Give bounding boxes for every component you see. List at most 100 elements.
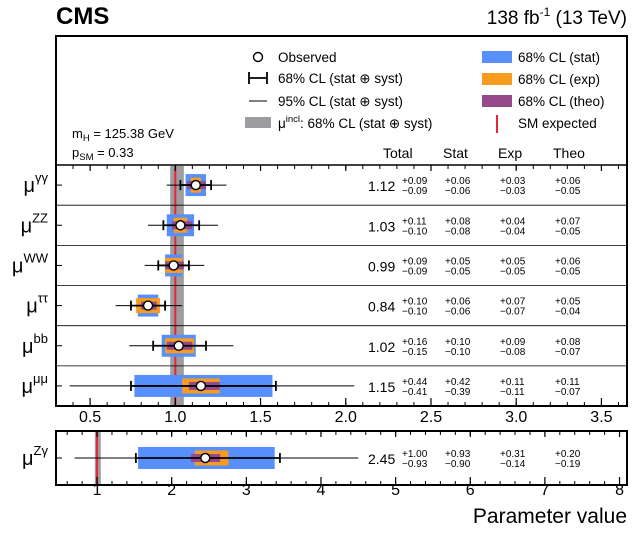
- stat-down: −0.06: [445, 186, 471, 197]
- row-label-symbol: μ: [23, 175, 35, 197]
- total-value: 0.99: [368, 258, 395, 274]
- total-up: +0.10: [402, 297, 428, 308]
- row-label-sup: γγ: [35, 170, 49, 185]
- legend-incl-marker: [245, 117, 271, 128]
- theo-up: +0.08: [555, 337, 581, 348]
- exp-up: +0.07: [500, 297, 526, 308]
- experiment-label: CMS: [56, 3, 109, 30]
- theo-down: −0.07: [555, 387, 581, 398]
- total-down: −0.09: [402, 266, 428, 277]
- total-down: −0.15: [402, 347, 428, 358]
- exp-down: −0.05: [500, 266, 526, 277]
- higgs-mass-label: mH = 125.38 GeV: [72, 126, 174, 144]
- row-label-symbol: μ: [21, 376, 33, 398]
- exp-down: −0.11: [500, 387, 525, 398]
- luminosity-label: 138 fb-1 (13 TeV): [487, 5, 627, 29]
- stat-up: +0.05: [445, 256, 471, 267]
- psm-label: pSM = 0.33: [72, 145, 134, 163]
- legend-observed-label: Observed: [278, 50, 337, 65]
- total-value: 1.15: [368, 379, 395, 395]
- main-row-1: μZZ 1.03 +0.11−0.10 +0.08−0.08 +0.04−0.04 +0.…: [21, 210, 627, 246]
- zg-xtick-label: 1: [93, 482, 102, 499]
- theo-down: −0.05: [555, 186, 581, 197]
- stat-up: +0.06: [445, 176, 471, 187]
- theo-up: +0.20: [555, 449, 581, 460]
- total-down: −0.93: [402, 459, 428, 470]
- row-label-sup: μμ: [33, 371, 48, 386]
- row-label: μμμ: [21, 371, 48, 398]
- stat-down: −0.90: [445, 459, 471, 470]
- exp-up: +0.04: [500, 216, 526, 227]
- zg-xtick-label: 4: [317, 482, 326, 499]
- x-axis-title: Parameter value: [473, 505, 627, 528]
- total-value: 2.45: [368, 451, 395, 467]
- zg-xtick-label: 7: [540, 482, 549, 499]
- row-label-symbol: μ: [22, 448, 34, 470]
- theo-up: +0.06: [555, 256, 581, 267]
- row-label-symbol: μ: [26, 296, 38, 318]
- column-header-stat: Stat: [443, 145, 468, 161]
- total-up: +0.11: [402, 216, 427, 227]
- row-label: μZZ: [21, 210, 48, 237]
- stat-down: −0.06: [445, 307, 471, 318]
- zgamma-panel-plot: 1 2 3 4 5 6 7 8 μZγ 2.45 +1.00−0.93 +0.93−0.90 +0.31…: [22, 431, 624, 499]
- total-up: +0.16: [402, 337, 428, 348]
- theo-up: +0.05: [555, 297, 581, 308]
- exp-down: −0.14: [500, 459, 526, 470]
- row-label-sup: bb: [34, 331, 48, 346]
- row-label-symbol: μ: [21, 215, 33, 237]
- exp-up: +0.03: [500, 176, 526, 187]
- main-panel-frame: [55, 35, 628, 407]
- theo-down: −0.04: [555, 307, 581, 318]
- zg-xtick-label: 8: [615, 482, 624, 499]
- column-header-theo: Theo: [553, 145, 585, 161]
- theo-down: −0.19: [555, 459, 581, 470]
- exp-up: +0.09: [500, 337, 526, 348]
- total-down: −0.09: [402, 186, 428, 197]
- total-down: −0.10: [402, 307, 428, 318]
- row-label: μZγ: [22, 443, 48, 470]
- total-up: +0.09: [402, 176, 428, 187]
- main-xtick-label: 2.5: [420, 409, 442, 426]
- legend-stat-marker: [482, 51, 512, 63]
- main-row-4: μbb 1.02 +0.16−0.15 +0.10−0.10 +0.09−0.08 +0.…: [22, 331, 627, 367]
- main-xtick-label: 2.0: [335, 409, 357, 426]
- row-label: μbb: [22, 331, 48, 358]
- row-label-symbol: μ: [22, 336, 34, 358]
- stat-down: −0.08: [445, 226, 471, 237]
- legend-incl-label: μincl: 68% CL (stat ⊕ syst): [278, 114, 432, 131]
- main-xtick-label: 0.5: [79, 409, 101, 426]
- main-xtick-label: 1.0: [164, 409, 186, 426]
- row-label-sup: ZZ: [32, 210, 48, 225]
- total-value: 1.12: [368, 178, 395, 194]
- legend-ci68-marker: [248, 72, 268, 84]
- exp-down: −0.08: [500, 347, 526, 358]
- theo-down: −0.05: [555, 226, 581, 237]
- legend-exp-label: 68% CL (exp): [518, 72, 600, 87]
- stat-up: +0.42: [445, 377, 471, 388]
- total-value: 1.03: [368, 218, 395, 234]
- column-header-exp: Exp: [498, 145, 522, 161]
- legend-theo-marker: [482, 95, 512, 107]
- observed-point: [200, 452, 211, 464]
- theo-up: +0.07: [555, 216, 581, 227]
- row-label-sup: ττ: [38, 291, 49, 306]
- legend: Observed 68% CL (stat ⊕ syst) 95% CL (st…: [245, 50, 605, 133]
- row-label-sup: Zγ: [34, 443, 49, 458]
- main-xtick-label: 1.5: [249, 409, 271, 426]
- observed-point: [173, 340, 184, 351]
- stat-down: −0.05: [445, 266, 471, 277]
- stat-up: +0.10: [445, 337, 471, 348]
- row-label: μγγ: [23, 170, 48, 197]
- exp-up: +0.11: [500, 377, 525, 388]
- row-label-symbol: μ: [12, 255, 24, 277]
- zgamma-panel-frame: [55, 430, 628, 486]
- row-label: μWW: [12, 250, 49, 277]
- exp-down: −0.04: [500, 226, 526, 237]
- observed-point: [190, 179, 201, 191]
- stat-up: +0.06: [445, 297, 471, 308]
- legend-theo-label: 68% CL (theo): [518, 94, 605, 109]
- main-row-3: μττ 0.84 +0.10−0.10 +0.06−0.06 +0.07−0.07 +0.…: [26, 291, 627, 327]
